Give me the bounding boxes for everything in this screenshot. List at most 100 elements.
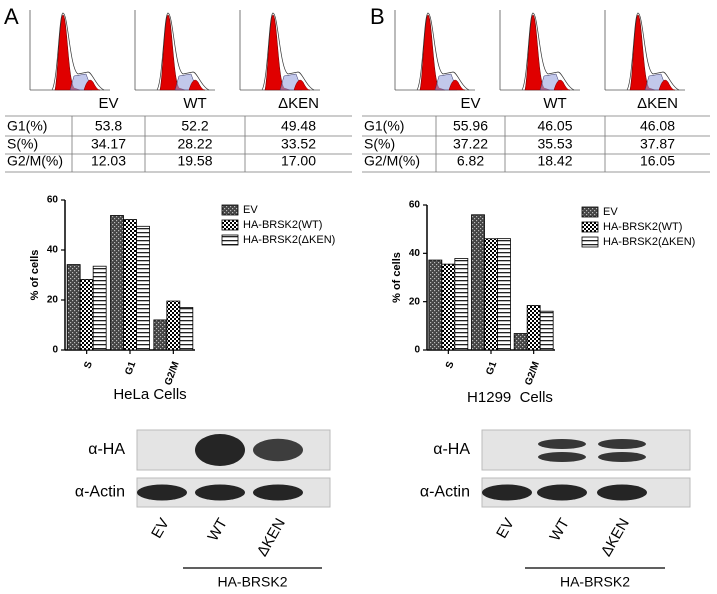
y-axis-label: % of cells (391, 252, 403, 303)
blot-band (538, 452, 586, 462)
bar (79, 279, 94, 351)
group-label: HA-BRSK2 (560, 574, 630, 590)
blot-band (537, 484, 587, 501)
hist-g2 (188, 79, 206, 91)
histogram (394, 10, 475, 91)
legend-label: EV (243, 204, 258, 216)
x-tick-label: S (82, 360, 95, 370)
table-header: WT (183, 95, 206, 112)
legend-label: EV (603, 206, 618, 218)
table-cell: 16.05 (640, 153, 675, 169)
table-cell: 19.58 (177, 153, 212, 169)
table-cell: 46.08 (640, 118, 675, 134)
table-cell: 33.52 (281, 136, 316, 152)
lane-label: WT (547, 515, 573, 544)
lane-label: EV (493, 515, 518, 541)
bar (166, 300, 181, 351)
histogram (499, 10, 580, 91)
legend-label: HA-BRSK2(WT) (243, 219, 322, 231)
legend-label: HA-BRSK2(ΔKEN) (243, 234, 335, 246)
histogram (604, 10, 685, 91)
table-header: EV (460, 95, 480, 112)
blot-band (253, 484, 303, 501)
bar (428, 259, 443, 351)
hist-g2 (553, 79, 571, 91)
y-tick-label: 60 (409, 200, 421, 211)
legend-swatch (581, 206, 599, 218)
table-cell: 34.17 (91, 136, 126, 152)
histogram (134, 10, 215, 91)
x-tick-label: G1 (484, 360, 499, 377)
blot-band (195, 484, 245, 501)
bar (66, 264, 81, 351)
bar (92, 265, 107, 351)
bar (454, 258, 469, 351)
lane-label: WT (205, 515, 231, 544)
hist-g2 (293, 79, 311, 91)
blot-label: α-HA (88, 441, 125, 458)
blot-strip (481, 429, 691, 471)
blot-label: α-HA (433, 441, 470, 458)
x-tick-label: G2/M (523, 360, 542, 387)
y-tick-label: 0 (414, 345, 420, 356)
blot-label: α-Actin (420, 484, 470, 501)
lane-label: ΔKEN (254, 515, 289, 559)
lane-label: EV (148, 515, 173, 541)
row-label: G2/M(%) (364, 153, 420, 169)
bar (484, 238, 498, 351)
bar (179, 307, 194, 351)
blot-band (253, 438, 303, 462)
x-axis-label: H1299 Cells (467, 389, 553, 406)
table-cell: 53.8 (95, 118, 122, 134)
bar (526, 305, 541, 351)
histogram (29, 10, 110, 91)
blot-label: α-Actin (75, 484, 125, 501)
table-header: WT (543, 95, 566, 112)
panel-letter: B (370, 4, 385, 29)
panel-letter: A (4, 4, 19, 29)
bar (471, 214, 485, 351)
legend-swatch (581, 221, 599, 233)
legend-label: HA-BRSK2(ΔKEN) (603, 236, 695, 248)
table-cell: 12.03 (91, 153, 126, 169)
table-cell: 35.53 (537, 136, 572, 152)
row-label: S(%) (7, 136, 38, 152)
hist-fit (261, 12, 315, 91)
group-label: HA-BRSK2 (217, 574, 287, 590)
table-header: ΔKEN (637, 95, 678, 112)
hist-fit (416, 12, 470, 91)
hist-g2 (83, 79, 101, 91)
hist-g2 (658, 79, 676, 91)
bar (123, 219, 137, 351)
table-cell: 37.22 (453, 136, 488, 152)
bar (497, 238, 511, 351)
table-cell: 49.48 (281, 118, 316, 134)
hist-fit (626, 12, 680, 91)
row-label: G1(%) (364, 118, 404, 134)
hist-fit (156, 12, 210, 91)
table-cell: 37.87 (640, 136, 675, 152)
y-tick-label: 20 (47, 295, 59, 306)
blot-band (195, 434, 245, 466)
row-label: G1(%) (7, 118, 47, 134)
x-axis-label: HeLa Cells (113, 386, 186, 403)
x-tick-label: G1 (123, 360, 138, 377)
table-cell: 6.82 (457, 153, 484, 169)
hist-g2 (448, 79, 466, 91)
histogram (239, 10, 320, 91)
bar (513, 333, 528, 351)
blot-band (482, 484, 532, 501)
blot-band (137, 484, 187, 501)
table-cell: 18.42 (537, 153, 572, 169)
legend-swatch (221, 204, 239, 216)
y-tick-label: 0 (52, 345, 58, 356)
y-tick-label: 40 (409, 248, 421, 259)
bar (539, 310, 554, 351)
bar (110, 215, 124, 351)
table-cell: 46.05 (537, 118, 572, 134)
row-label: S(%) (364, 136, 395, 152)
x-tick-label: S (444, 360, 457, 370)
blot-band (598, 452, 646, 462)
bar (441, 263, 456, 351)
